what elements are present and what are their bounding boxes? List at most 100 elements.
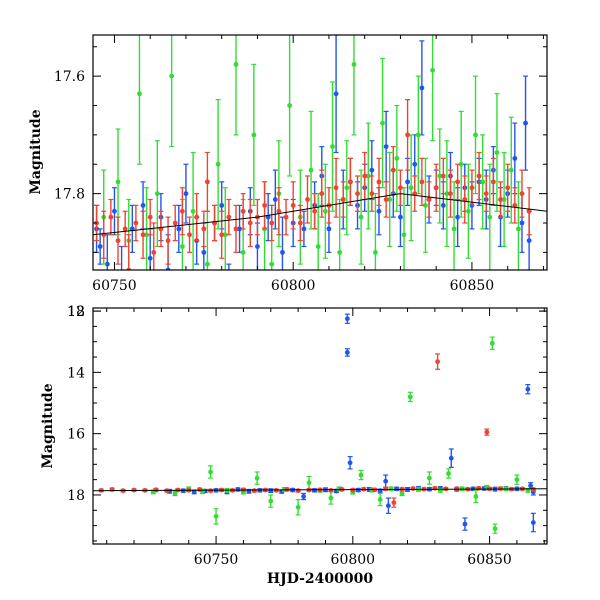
top-y-tick-label: 17.8 [54, 187, 85, 203]
bottom-series-2-point-2 [172, 490, 178, 497]
bottom-series-3-point-35 [454, 486, 460, 491]
top-series-2-point-47 [494, 93, 500, 212]
top-series-3-point-7 [133, 204, 139, 242]
top-series-2-point-5 [144, 187, 150, 270]
bottom-series-2-point-15 [328, 491, 334, 505]
top-series-3-point-54 [462, 175, 468, 224]
bottom-series-3-point-27 [383, 486, 389, 492]
top-series-2-point-22 [315, 193, 321, 270]
bottom-series-2-point-31 [489, 336, 495, 350]
top-series-2-point-44 [473, 75, 479, 195]
top-series-1-point-4 [111, 187, 117, 236]
bottom-series-3-point-33 [435, 353, 441, 370]
top-series-2-point-19 [287, 35, 293, 177]
bottom-series-1-point-25 [385, 497, 391, 514]
top-series-3-point-16 [194, 193, 200, 242]
top-series-3-point-5 [122, 210, 128, 248]
top-series-2 [101, 35, 521, 270]
top-series-2-point-31 [380, 57, 386, 189]
bottom-series-1-point-41 [530, 512, 536, 533]
top-series-2-point-27 [351, 35, 357, 136]
top-series-3-point-49 [426, 181, 432, 218]
top-series-2-point-13 [233, 35, 239, 136]
top-series-2-point-10 [204, 210, 210, 270]
bottom-series-3-point-9 [186, 487, 192, 493]
bottom-series-2-point-34 [514, 474, 520, 485]
top-series-3-point-17 [201, 210, 207, 248]
top-series-1-point-56 [523, 75, 529, 171]
top-series-2-point-46 [487, 163, 493, 270]
top-series-3-point-59 [498, 181, 504, 218]
top-series-2-point-11 [215, 99, 221, 230]
top-series-3-point-42 [376, 157, 382, 206]
top-series-3-point-45 [397, 169, 403, 206]
bottom-series-2-point-20 [377, 492, 383, 507]
bottom-x-tick-label: 60750 [194, 552, 239, 568]
top-series-2-point-38 [430, 35, 436, 142]
top-panel-frame [92, 34, 548, 271]
top-y-tick-label: 18 [67, 304, 85, 320]
bottom-series-2-point-29 [473, 489, 479, 504]
bottom-y-tick-label: 14 [67, 365, 85, 381]
bottom-series-1-point-18 [344, 313, 350, 324]
top-series-3-point-57 [483, 175, 489, 212]
top-series-1-point-17 [226, 263, 232, 270]
top-series-1-point-54 [512, 122, 518, 195]
top-x-tick-label: 60850 [450, 278, 495, 294]
top-series-2-point-6 [154, 140, 160, 248]
top-series-3-point-50 [433, 163, 439, 212]
top-series-3-point-27 [269, 204, 275, 242]
bottom-series-2-point-18 [358, 469, 364, 481]
bottom-series-1-point-11 [268, 488, 274, 494]
top-series-3-point-37 [340, 181, 346, 218]
top-series-3-point-61 [512, 187, 518, 224]
top-series-3-point-51 [440, 157, 446, 195]
bottom-series-2-point-25 [426, 471, 432, 485]
top-series-3-point-18 [204, 151, 210, 212]
top-series-2-point-29 [365, 122, 371, 230]
top-series-2-point-12 [222, 187, 228, 270]
top-series-3-point-43 [383, 181, 389, 218]
bottom-series-2-point-9 [254, 471, 260, 485]
top-series-2-point-43 [465, 163, 471, 259]
top-series-2-point-39 [437, 128, 443, 224]
top-series-1-point-6 [129, 204, 135, 253]
bottom-series-3-point-22 [328, 487, 334, 493]
top-series-3-point-34 [319, 169, 325, 218]
bottom-series-1-point-19 [344, 348, 350, 357]
top-trend-line [93, 193, 547, 236]
top-series-2-point-32 [387, 151, 393, 248]
top-series-1-point-11 [176, 204, 182, 253]
top-series-3-point-8 [140, 210, 146, 259]
bottom-series-1-point-31 [448, 448, 454, 468]
bottom-x-tick-label: 60850 [467, 552, 512, 568]
bottom-series-3-point-32 [432, 485, 438, 491]
top-series-3-point-21 [226, 198, 232, 236]
bottom-series-1-point-15 [312, 487, 318, 493]
top-series-3-point-53 [455, 163, 461, 201]
top-series-2-point-50 [515, 181, 521, 270]
top-series-3-point-46 [405, 99, 411, 171]
top-panel-plot-area [93, 35, 547, 270]
top-series-3-point-10 [151, 222, 157, 270]
top-series-3-point-58 [490, 157, 496, 206]
top-series-3-point-15 [187, 216, 193, 253]
bottom-series-3-point-6 [153, 487, 159, 493]
top-series-3-point-29 [283, 198, 289, 236]
top-series-3-point-48 [419, 157, 425, 206]
bottom-y-tick-label: 18 [67, 488, 85, 504]
bottom-series-3-point-12 [219, 487, 225, 493]
bottom-series-1-point-14 [301, 492, 307, 501]
bottom-panel-y-axis-label: Magnitude [40, 383, 56, 468]
bottom-series-3 [98, 353, 536, 508]
top-series-3-point-36 [333, 157, 339, 218]
bottom-series-1-point-33 [462, 517, 468, 531]
top-series-2-point-4 [136, 35, 142, 165]
top-panel: 60750 60800 60850 17.6 17.8 18 Magnitude [28, 34, 548, 320]
top-series-2-point-25 [337, 198, 343, 270]
bottom-x-tick-label: 60800 [331, 552, 376, 568]
top-series-2-point-35 [408, 134, 414, 242]
bottom-series-1-point-39 [525, 384, 531, 395]
top-series-2-point-33 [394, 104, 400, 212]
top-series-3-point-52 [447, 169, 453, 218]
